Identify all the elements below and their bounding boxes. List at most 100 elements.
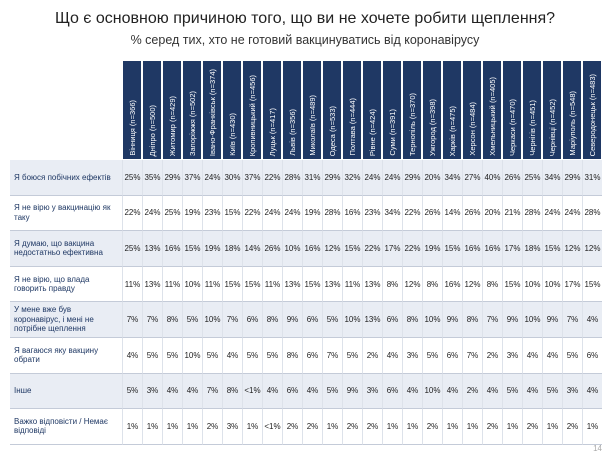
cell: 24% <box>142 195 162 232</box>
cell: 19% <box>302 195 322 232</box>
cell: 24% <box>282 195 302 232</box>
column-header: Рівне (n=424) <box>362 60 382 160</box>
header-text: Хмельницький (n=405) <box>487 77 497 156</box>
cell: 8% <box>422 266 442 303</box>
row-label: Я не вірю, що влада говорить правду <box>10 266 122 303</box>
cell: 34% <box>382 195 402 232</box>
cell: 15% <box>342 231 362 267</box>
cell: 5% <box>162 338 182 374</box>
row-label: Я вагаюся яку вакцину обрати <box>10 338 122 374</box>
header-text: Чернігів (n=451) <box>527 100 537 156</box>
header-text: Суми (n=391) <box>387 109 397 156</box>
cell: 4% <box>402 373 422 410</box>
cell: 5% <box>142 338 162 374</box>
cell: 31% <box>582 160 602 196</box>
cell: 11% <box>202 266 222 303</box>
cell: 7% <box>142 302 162 338</box>
header-text: Рівне (n=424) <box>367 108 377 156</box>
cell: 4% <box>262 373 282 410</box>
cell: 5% <box>422 338 442 374</box>
cell: 27% <box>462 160 482 196</box>
cell: 3% <box>502 338 522 374</box>
cell: 11% <box>122 266 142 303</box>
cell: 22% <box>402 231 422 267</box>
cell: 14% <box>242 231 262 267</box>
subtitle: % серед тих, хто не готовий вакцинуватис… <box>130 33 480 47</box>
cell: 29% <box>562 160 582 196</box>
cell: 24% <box>382 160 402 196</box>
cell: 8% <box>262 302 282 338</box>
row-label: Я думаю, що вакцина недостатньо ефективн… <box>10 231 122 267</box>
cell: 40% <box>482 160 502 196</box>
cell: 1% <box>242 409 262 445</box>
cell: 5% <box>242 338 262 374</box>
cell: 15% <box>222 195 242 232</box>
column-header: Вінниця (n=366) <box>122 60 142 160</box>
cell: 10% <box>542 266 562 303</box>
cell: 6% <box>382 373 402 410</box>
cell: 1% <box>402 409 422 445</box>
cell: 23% <box>202 195 222 232</box>
cell: 2% <box>362 338 382 374</box>
column-header: Чернівці (n=452) <box>542 60 562 160</box>
header-text: Одеса (n=533) <box>327 105 337 156</box>
cell: 5% <box>202 338 222 374</box>
cell: 2% <box>562 409 582 445</box>
cell: 19% <box>182 195 202 232</box>
row-label: Важко відповісти / Немає відповіді <box>10 409 122 445</box>
cell: 7% <box>202 373 222 410</box>
cell: <1% <box>242 373 262 410</box>
cell: 17% <box>382 231 402 267</box>
column-header: Івано-Франківськ (n=374) <box>202 60 222 160</box>
cell: 13% <box>142 266 162 303</box>
cell: 9% <box>442 302 462 338</box>
cell: 3% <box>142 373 162 410</box>
cell: 3% <box>362 373 382 410</box>
cell: 21% <box>502 195 522 232</box>
cell: 18% <box>222 231 242 267</box>
cell: 12% <box>322 231 342 267</box>
column-header: Северодонецьк (n=483) <box>582 60 602 160</box>
cell: 6% <box>582 338 602 374</box>
cell: 8% <box>402 302 422 338</box>
cell: 25% <box>162 195 182 232</box>
cell: 11% <box>162 266 182 303</box>
column-header: Маріуполь (n=548) <box>562 60 582 160</box>
header-text: Київ (n=430) <box>227 113 237 156</box>
cell: 4% <box>182 373 202 410</box>
cell: 24% <box>202 160 222 196</box>
cell: 15% <box>222 266 242 303</box>
cell: 22% <box>362 231 382 267</box>
column-header: Херсон (n=484) <box>462 60 482 160</box>
cell: 1% <box>462 409 482 445</box>
cell: 30% <box>222 160 242 196</box>
cell: 6% <box>302 338 322 374</box>
cell: 1% <box>162 409 182 445</box>
header-text: Дніпро (n=500) <box>147 104 157 156</box>
cell: 29% <box>402 160 422 196</box>
cell: 3% <box>222 409 242 445</box>
cell: 4% <box>522 338 542 374</box>
column-header: Суми (n=391) <box>382 60 402 160</box>
cell: 15% <box>442 231 462 267</box>
cell: 24% <box>262 195 282 232</box>
cell: 24% <box>562 195 582 232</box>
cell: 34% <box>542 160 562 196</box>
column-header: Запоріжжя (n=502) <box>182 60 202 160</box>
cell: 16% <box>342 195 362 232</box>
cell: 37% <box>242 160 262 196</box>
cell: 10% <box>182 338 202 374</box>
cell: 20% <box>422 160 442 196</box>
cell: 17% <box>562 266 582 303</box>
cell: 28% <box>322 195 342 232</box>
cell: 12% <box>462 266 482 303</box>
column-header: Київ (n=430) <box>222 60 242 160</box>
cell: 8% <box>282 338 302 374</box>
header-text: Житомир (n=429) <box>167 95 177 156</box>
cell: 6% <box>242 302 262 338</box>
cell: 2% <box>342 409 362 445</box>
cell: 7% <box>322 338 342 374</box>
column-header: Львів (n=356) <box>282 60 302 160</box>
page-number: 14 <box>593 444 602 453</box>
